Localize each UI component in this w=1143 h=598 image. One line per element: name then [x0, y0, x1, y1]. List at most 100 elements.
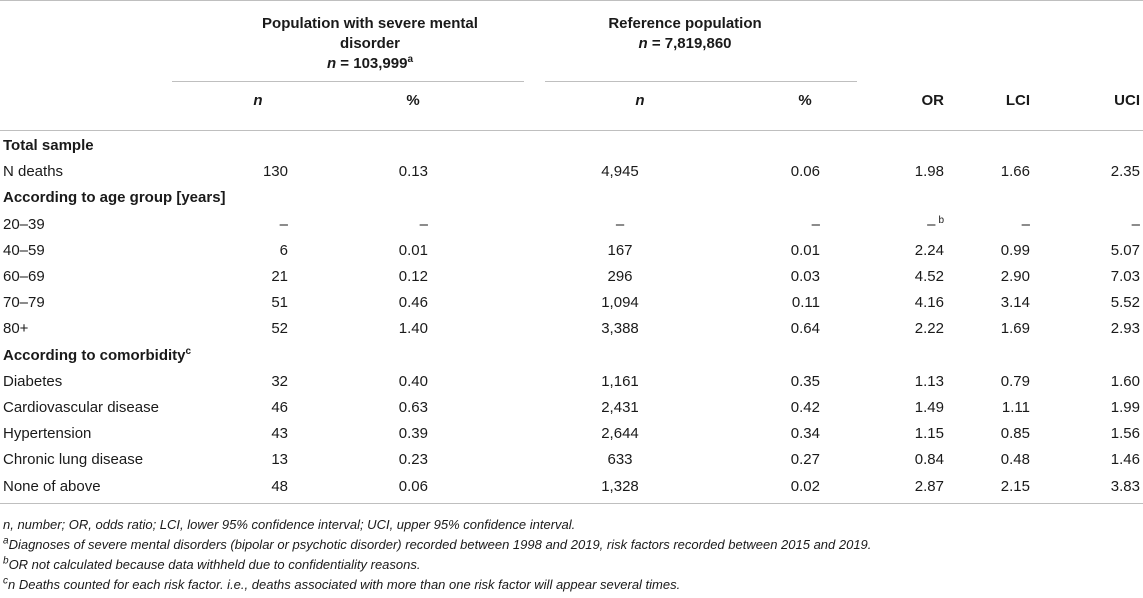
cell-or-value: 1.13 — [914, 372, 944, 390]
cell-ref-n: 633 — [560, 447, 680, 473]
row-label-text: According to comorbidity — [3, 346, 186, 364]
colhead-smd-pct: % — [406, 92, 420, 109]
row-label-text: N deaths — [3, 163, 64, 181]
colhead-ref-n: n — [635, 92, 645, 109]
cell-smd-n-value: 43 — [271, 425, 288, 443]
cell-ref-pct: 0.35 — [710, 369, 820, 395]
group-ref-title: Reference population — [608, 15, 762, 32]
table-row: 20–39– – – – – b – – — [0, 212, 1143, 238]
cell-smd-pct: 0.46 — [318, 290, 428, 316]
cell-smd-pct: 0.39 — [318, 421, 428, 447]
cell-lci: 2.15 — [970, 474, 1030, 500]
cell-lci: 0.48 — [970, 447, 1030, 473]
cell-or: 2.22 — [880, 316, 944, 342]
cell-lci: 1.11 — [970, 395, 1030, 421]
table-row: 80+ 52 1.40 3,388 0.64 2.22 1.69 2.93 — [0, 316, 1143, 342]
group-smd-n-label: n — [326, 55, 337, 72]
cell-smd-pct-value: 0.46 — [398, 294, 428, 312]
section-label: According to comorbidityc — [3, 343, 191, 369]
cell-ref-n-value: 633 — [607, 451, 633, 469]
cell-smd-n-value: 130 — [262, 163, 288, 181]
cell-smd-pct: 0.63 — [318, 395, 428, 421]
group-smd-title-line2: disorder — [339, 35, 400, 52]
cell-uci-value: 5.52 — [1110, 294, 1140, 312]
cell-uci: 1.60 — [1070, 369, 1140, 395]
group-ref-rule — [545, 81, 857, 82]
cell-ref-n-value: 4,945 — [601, 163, 639, 181]
cell-lci: – — [970, 212, 1030, 238]
cell-lci-value: 0.48 — [1000, 451, 1030, 469]
cell-smd-n: 46 — [178, 395, 288, 421]
cell-ref-n: 2,431 — [560, 395, 680, 421]
cell-ref-pct: 0.02 — [710, 474, 820, 500]
cell-ref-pct-value: 0.35 — [790, 372, 820, 390]
cell-or: 1.49 — [880, 395, 944, 421]
cell-ref-pct: – — [710, 212, 820, 238]
group-header-smd: Population with severe mental disorder n… — [200, 14, 540, 74]
cell-smd-pct: 0.06 — [318, 474, 428, 500]
cell-lci: 1.66 — [970, 159, 1030, 185]
group-ref-n-value: = 7,819,860 — [647, 35, 732, 52]
row-label-text: Total sample — [3, 137, 94, 154]
cell-smd-pct-value: – — [419, 215, 428, 233]
cell-smd-n: 32 — [178, 369, 288, 395]
footnote-b-text: OR not calculated because data withheld … — [8, 557, 421, 572]
cell-ref-pct-value: 0.03 — [790, 268, 820, 285]
cell-ref-pct-value: – — [811, 215, 820, 233]
cell-or: 1.98 — [880, 159, 944, 185]
cell-ref-pct-value: 0.11 — [791, 294, 820, 312]
row-label-sup: c — [185, 345, 192, 357]
footnote-c-text: n Deaths counted for each risk factor. i… — [8, 577, 681, 592]
cell-smd-pct-value: 0.06 — [398, 477, 428, 495]
cell-smd-pct: 1.40 — [318, 316, 428, 342]
cell-smd-pct-value: 0.23 — [398, 451, 428, 469]
cell-smd-n: 51 — [178, 290, 288, 316]
group-smd-n: n = 103,999a — [200, 54, 540, 74]
colhead-lci: LCI — [1005, 92, 1030, 109]
section-label: According to age group [years] — [3, 185, 226, 211]
cell-ref-n: – — [560, 212, 680, 238]
colhead-or: OR — [921, 92, 945, 109]
cell-uci: 5.07 — [1070, 238, 1140, 264]
cell-smd-n-value: 6 — [279, 241, 288, 259]
cell-smd-n-value: – — [279, 215, 288, 233]
cell-smd-n: – — [178, 212, 288, 238]
cell-uci-value: 1.56 — [1110, 425, 1140, 443]
cell-smd-n: 13 — [178, 447, 288, 473]
cell-ref-pct: 0.06 — [710, 159, 820, 185]
cell-or-value: 1.15 — [914, 425, 944, 443]
cell-uci: 7.03 — [1070, 264, 1140, 290]
cell-lci: 0.99 — [970, 238, 1030, 264]
cell-smd-pct-value: 0.01 — [398, 241, 428, 259]
cell-uci-value: 5.07 — [1110, 241, 1140, 259]
table-row: 60–69 21 0.12 296 0.03 4.52 2.90 7.03 — [0, 264, 1143, 290]
section-row: According to comorbidityc — [0, 343, 1143, 369]
cell-smd-n-value: 32 — [271, 372, 288, 390]
cell-or-value: 2.24 — [914, 241, 944, 259]
cell-ref-n-value: 2,431 — [601, 399, 639, 416]
cell-ref-pct: 0.01 — [710, 238, 820, 264]
cell-ref-n: 3,388 — [560, 316, 680, 342]
cell-ref-pct-value: 0.06 — [790, 163, 820, 181]
group-smd-n-value: = 103,999 — [336, 55, 408, 72]
cell-lci: 1.69 — [970, 316, 1030, 342]
footnote-a-mark: a — [3, 535, 9, 547]
table-row: Diabetes 32 0.40 1,161 0.35 1.13 0.79 1.60 — [0, 369, 1143, 395]
cell-or: 2.24 — [880, 238, 944, 264]
cell-ref-n: 2,644 — [560, 421, 680, 447]
row-label: Diabetes — [3, 369, 62, 395]
cell-smd-pct-value: 0.63 — [398, 399, 428, 416]
cell-lci-value: 2.15 — [1000, 477, 1030, 495]
cell-or-value: 4.16 — [914, 294, 944, 312]
cell-ref-pct-value: 0.34 — [790, 425, 820, 443]
table-row: 70–79 51 0.46 1,094 0.11 4.16 3.14 5.52 — [0, 290, 1143, 316]
cell-ref-n: 1,094 — [560, 290, 680, 316]
table-bottom-rule — [0, 503, 1143, 504]
row-label: 60–69 — [3, 264, 45, 290]
cell-uci-value: 1.99 — [1110, 399, 1140, 416]
cell-smd-n: 6 — [178, 238, 288, 264]
table-row: 40–59 6 0.01 167 0.01 2.24 0.99 5.07 — [0, 238, 1143, 264]
cell-uci: – — [1070, 212, 1140, 238]
colhead-ref-pct: % — [798, 92, 812, 109]
